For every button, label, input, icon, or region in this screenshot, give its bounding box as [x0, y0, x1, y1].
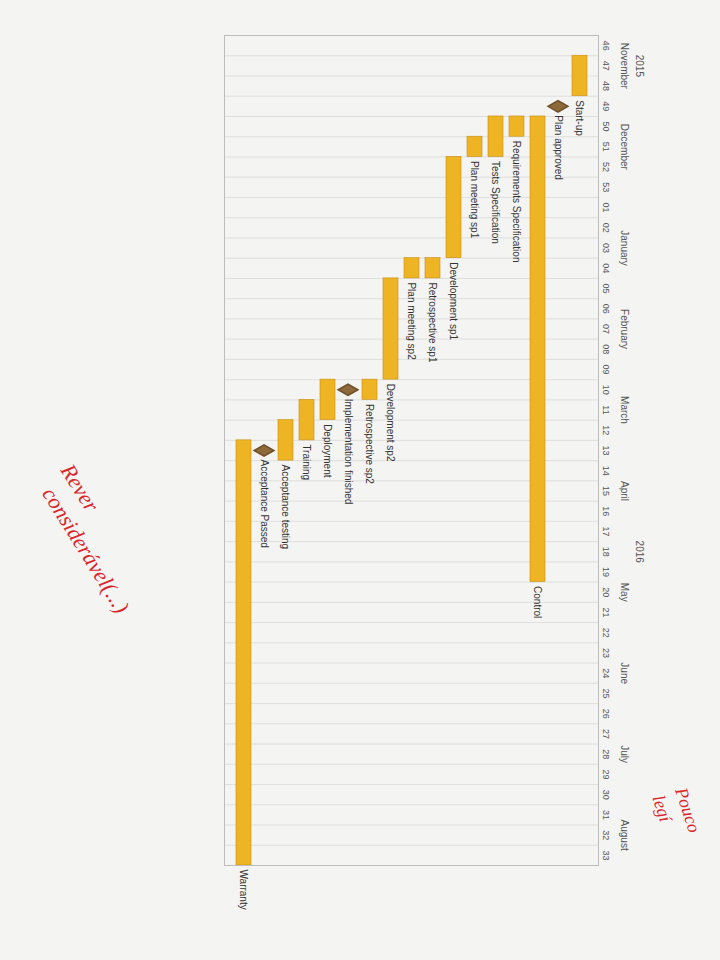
svg-text:03: 03 [601, 243, 611, 253]
svg-text:March: March [619, 396, 630, 424]
svg-text:47: 47 [601, 61, 611, 71]
svg-text:10: 10 [601, 385, 611, 395]
svg-text:15: 15 [601, 486, 611, 496]
svg-text:53: 53 [601, 182, 611, 192]
svg-text:23: 23 [601, 648, 611, 658]
svg-text:14: 14 [601, 466, 611, 476]
svg-text:08: 08 [601, 344, 611, 354]
svg-text:27: 27 [601, 729, 611, 739]
svg-text:January: January [619, 230, 630, 266]
svg-text:24: 24 [601, 668, 611, 678]
svg-text:June: June [619, 662, 630, 684]
svg-text:May: May [619, 583, 630, 602]
svg-text:09: 09 [601, 365, 611, 375]
svg-text:33: 33 [601, 850, 611, 860]
svg-text:Control: Control [532, 586, 543, 618]
svg-text:legí: legí [648, 792, 676, 826]
svg-text:25: 25 [601, 688, 611, 698]
svg-text:Retrospective sp1: Retrospective sp1 [427, 282, 438, 362]
svg-text:12: 12 [601, 425, 611, 435]
svg-text:Rever: Rever [55, 459, 104, 517]
svg-text:December: December [619, 124, 630, 171]
svg-text:Plan meeting sp2: Plan meeting sp2 [406, 282, 417, 360]
svg-text:20: 20 [601, 587, 611, 597]
svg-text:30: 30 [601, 790, 611, 800]
svg-text:19: 19 [601, 567, 611, 577]
svg-text:Development sp2: Development sp2 [385, 384, 396, 462]
svg-text:21: 21 [601, 607, 611, 617]
svg-text:11: 11 [601, 405, 611, 414]
svg-text:Deployment: Deployment [322, 424, 333, 478]
svg-text:51: 51 [601, 142, 611, 152]
svg-text:2015: 2015 [634, 55, 645, 78]
svg-text:05: 05 [601, 284, 611, 294]
svg-text:Plan approved: Plan approved [553, 115, 564, 180]
svg-text:Tests Specification: Tests Specification [490, 161, 501, 244]
svg-text:Plan meeting sp1: Plan meeting sp1 [469, 161, 480, 239]
svg-text:April: April [619, 481, 630, 501]
svg-text:February: February [619, 309, 630, 349]
svg-text:Warranty: Warranty [238, 870, 249, 910]
svg-text:22: 22 [601, 628, 611, 638]
svg-text:01: 01 [601, 203, 611, 213]
svg-text:Acceptance Passed: Acceptance Passed [259, 460, 270, 548]
svg-text:13: 13 [601, 445, 611, 455]
svg-text:Start-up: Start-up [574, 100, 585, 136]
svg-text:Acceptance testing: Acceptance testing [280, 465, 291, 550]
svg-text:Development sp1: Development sp1 [448, 262, 459, 340]
svg-text:02: 02 [601, 223, 611, 233]
svg-text:46: 46 [601, 41, 611, 51]
svg-text:Pouco: Pouco [671, 784, 705, 835]
svg-text:52: 52 [601, 162, 611, 172]
svg-text:2016: 2016 [634, 541, 645, 564]
svg-text:26: 26 [601, 709, 611, 719]
svg-text:July: July [619, 745, 630, 763]
svg-text:07: 07 [601, 324, 611, 334]
svg-text:Implementation finished: Implementation finished [343, 399, 354, 505]
svg-text:04: 04 [601, 263, 611, 273]
svg-text:November: November [619, 43, 630, 90]
svg-text:32: 32 [601, 830, 611, 840]
svg-text:49: 49 [601, 101, 611, 111]
svg-text:Retrospective sp2: Retrospective sp2 [364, 404, 375, 484]
svg-text:29: 29 [601, 769, 611, 779]
svg-text:50: 50 [601, 122, 611, 132]
svg-text:Requirements Specification: Requirements Specification [511, 141, 522, 263]
svg-text:48: 48 [601, 81, 611, 91]
svg-text:31: 31 [601, 810, 611, 820]
svg-text:16: 16 [601, 506, 611, 516]
svg-text:06: 06 [601, 304, 611, 314]
svg-text:August: August [619, 820, 630, 851]
svg-text:18: 18 [601, 547, 611, 557]
svg-text:Training: Training [301, 444, 312, 480]
svg-text:28: 28 [601, 749, 611, 759]
svg-text:considerável(...): considerável(...) [37, 483, 134, 618]
svg-text:17: 17 [601, 526, 611, 536]
